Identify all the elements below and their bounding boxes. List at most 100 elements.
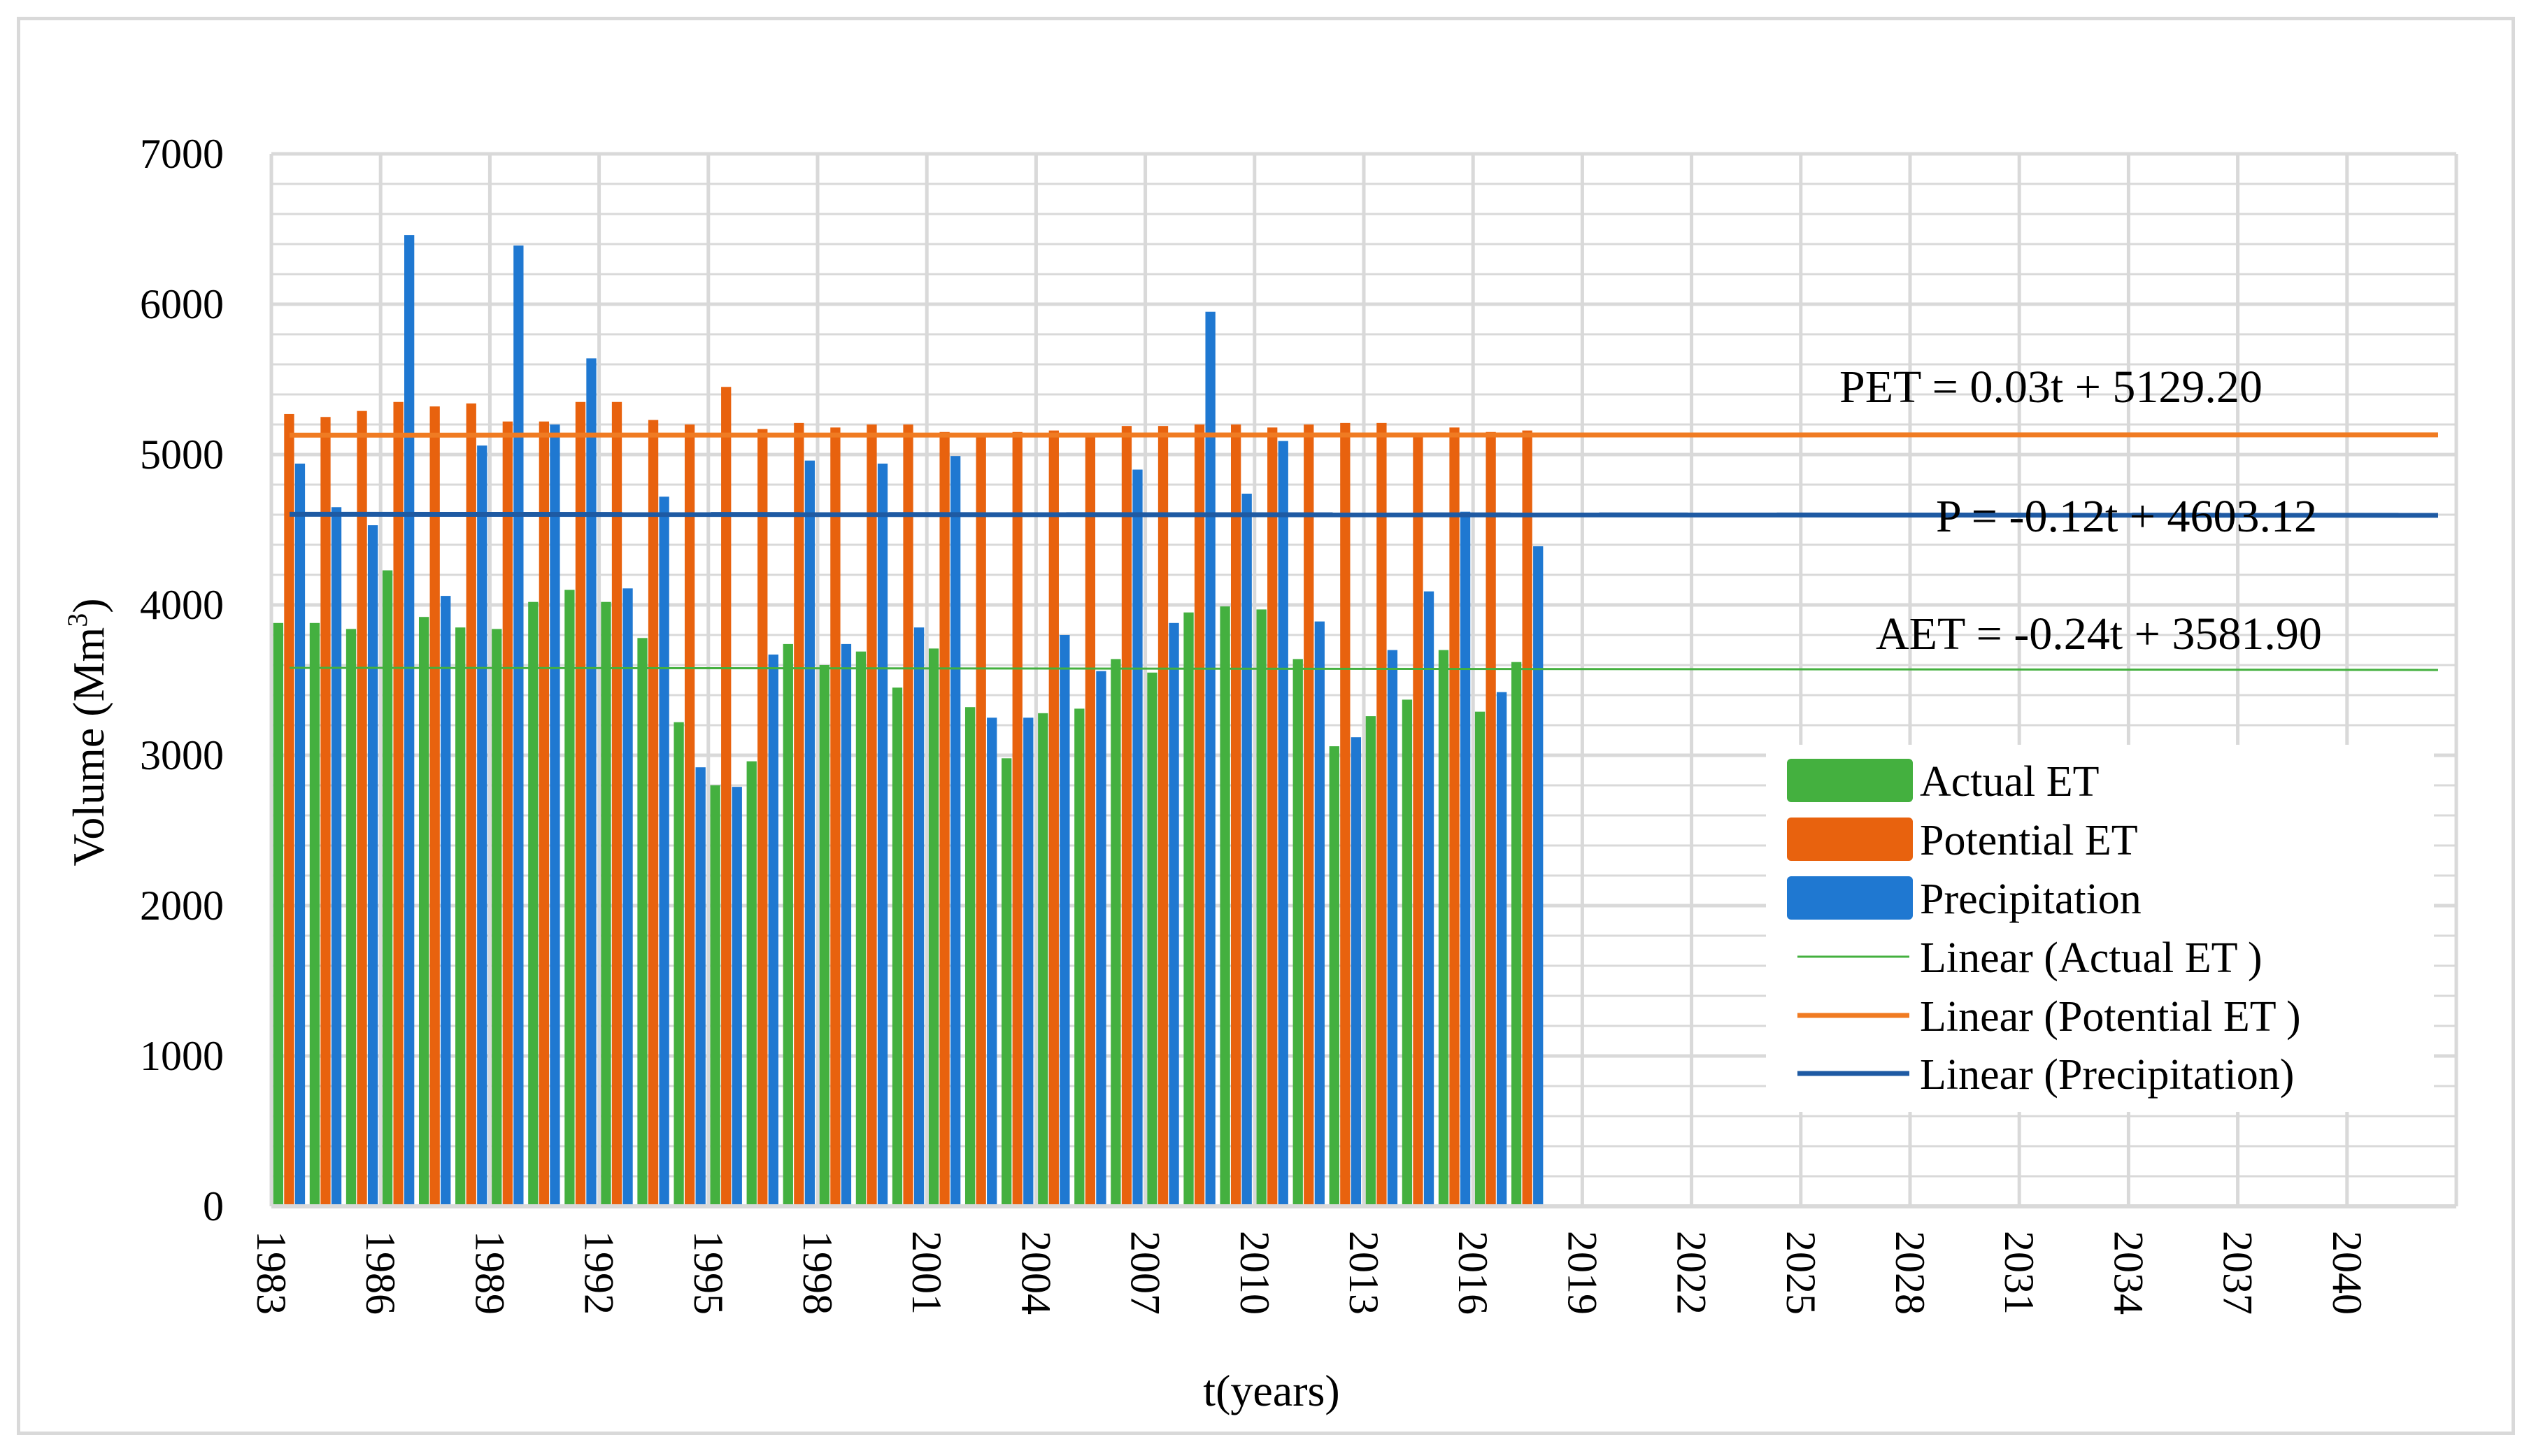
legend-label-linear-precipitation: Linear (Precipitation) [1920, 1051, 2294, 1099]
bar-potential-et [429, 406, 440, 1207]
bar-actual-et [1256, 609, 1267, 1206]
bar-actual-et [1038, 713, 1048, 1206]
bar-precipitation [1460, 511, 1471, 1206]
x-tick-label: 2013 [1341, 1231, 1387, 1315]
legend-label-precipitation: Precipitation [1920, 876, 2142, 923]
x-tick-label: 1983 [248, 1231, 294, 1315]
bar-actual-et [1002, 758, 1012, 1206]
bar-potential-et [1486, 431, 1496, 1206]
bar-precipitation [1314, 621, 1325, 1206]
x-tick-label: 2040 [2324, 1231, 2370, 1315]
bar-precipitation [367, 525, 378, 1206]
bar-precipitation [695, 767, 706, 1206]
bar-actual-et [1402, 699, 1413, 1206]
bar-potential-et [1048, 430, 1059, 1206]
y-axis-title-sup: 3 [62, 613, 93, 627]
trendlines [290, 432, 2438, 671]
bar-precipitation [987, 718, 997, 1206]
bar-potential-et [976, 435, 986, 1206]
x-tick-label: 2022 [1669, 1231, 1715, 1315]
bar-precipitation [331, 507, 342, 1206]
bar-potential-et [611, 401, 622, 1206]
bar-potential-et [1085, 433, 1096, 1206]
bar-potential-et [1376, 422, 1387, 1206]
p-equation: P = -0.12t + 4603.12 [1936, 491, 2317, 542]
legend-swatch-precipitation [1787, 876, 1913, 920]
bar-precipitation [1423, 591, 1434, 1206]
trendline-precipitation [290, 511, 2438, 518]
x-tick-label: 2031 [1996, 1231, 2042, 1315]
bar-precipitation [1169, 622, 1179, 1206]
legend-label-linear-actual-et: Linear (Actual ET ) [1920, 934, 2262, 982]
y-tick-label: 2000 [140, 883, 224, 929]
x-tick-label: 2007 [1123, 1231, 1169, 1315]
legend-label-actual-et: Actual ET [1920, 758, 2100, 806]
x-tick-label: 1998 [795, 1231, 841, 1315]
bar-precipitation [1533, 546, 1544, 1206]
bar-precipitation [1387, 650, 1398, 1206]
legend-background [1766, 745, 2434, 1112]
bar-actual-et [964, 707, 976, 1206]
bar-potential-et [539, 421, 550, 1207]
bar-potential-et [1449, 427, 1460, 1206]
y-axis-title: Volume (Mm3) [62, 598, 113, 866]
y-tick-label: 0 [203, 1183, 224, 1229]
bar-actual-et [273, 622, 284, 1206]
bar-actual-et [1183, 612, 1194, 1206]
bar-precipitation [550, 424, 560, 1206]
bar-potential-et [794, 422, 804, 1206]
bar-potential-et [867, 424, 877, 1206]
bar-actual-et [528, 601, 539, 1206]
bar-actual-et [746, 761, 757, 1206]
pet-equation: PET = 0.03t + 5129.20 [1839, 362, 2263, 413]
y-tick-label: 6000 [140, 281, 224, 327]
bar-actual-et [418, 617, 429, 1206]
x-tick-label: 2004 [1013, 1231, 1059, 1315]
bar-potential-et [648, 420, 659, 1206]
x-tick-labels: 1983 1986 1989 1992 1995 1998 2001 2004 2007 2010… [248, 1231, 2370, 1315]
x-tick-label: 2010 [1232, 1231, 1278, 1315]
bar-potential-et [1157, 426, 1169, 1206]
bar-actual-et [783, 643, 793, 1206]
y-tick-label: 1000 [140, 1033, 224, 1079]
aet-equation: AET = -0.24t + 3581.90 [1876, 608, 2322, 659]
bar-actual-et [928, 648, 939, 1206]
x-tick-label: 2034 [2105, 1231, 2151, 1315]
bar-actual-et [1474, 711, 1486, 1206]
x-tick-label: 1989 [466, 1231, 513, 1315]
bar-actual-et [1365, 716, 1376, 1206]
bar-actual-et [1074, 708, 1085, 1206]
bar-potential-et [1121, 426, 1132, 1206]
bar-precipitation [913, 627, 925, 1206]
bar-actual-et [382, 570, 393, 1206]
trendline-actual-et [290, 666, 2438, 671]
y-tick-label: 3000 [140, 732, 224, 778]
bar-precipitation [1278, 441, 1288, 1206]
y-tick-labels: 0 1000 2000 3000 4000 5000 6000 7000 [140, 131, 224, 1229]
bar-potential-et [1340, 422, 1351, 1206]
legend-swatch-potential-et [1787, 818, 1913, 861]
bar-precipitation [441, 596, 451, 1206]
bar-potential-et [1413, 433, 1423, 1206]
bar-potential-et [1267, 427, 1278, 1206]
bar-precipitation [294, 463, 306, 1206]
bar-potential-et [684, 424, 695, 1206]
y-axis-title-suffix: ) [64, 598, 113, 613]
bar-precipitation [877, 463, 888, 1206]
bar-potential-et [903, 424, 913, 1206]
x-tick-label: 1986 [357, 1231, 404, 1315]
bar-potential-et [393, 401, 404, 1206]
bar-actual-et [637, 638, 648, 1206]
bar-precipitation [732, 787, 742, 1206]
x-tick-label: 2028 [1887, 1231, 1933, 1315]
bar-actual-et [346, 629, 357, 1206]
bar-potential-et [757, 429, 768, 1207]
bar-precipitation [1060, 635, 1070, 1206]
bar-precipitation [1205, 311, 1216, 1206]
bar-precipitation [1497, 692, 1507, 1206]
bar-actual-et [564, 590, 575, 1206]
bar-actual-et [892, 687, 903, 1206]
bar-precipitation [768, 654, 778, 1206]
bar-precipitation [513, 245, 524, 1206]
y-tick-label: 4000 [140, 582, 224, 628]
